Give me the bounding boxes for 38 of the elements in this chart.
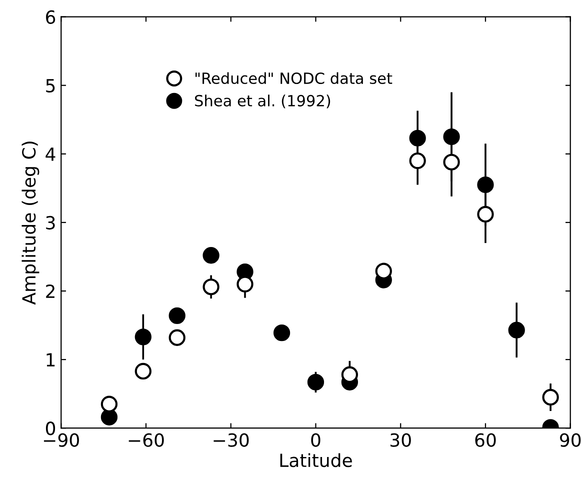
y-tick-label: 2 (46, 284, 54, 298)
x-axis-title: Latitude (280, 453, 352, 468)
point (508, 322, 525, 338)
x-tick-label: −30 (214, 433, 249, 447)
y-tick-label: 4 (46, 148, 56, 161)
y-tick-label: 0 (46, 422, 56, 436)
x-tick-label: −60 (128, 433, 164, 447)
legend-label: "Reduced" NODC data set (195, 72, 392, 84)
point (202, 278, 220, 296)
x-tick-label: 60 (475, 433, 496, 447)
point (307, 374, 324, 390)
point (134, 328, 152, 346)
point (236, 276, 254, 292)
x-tick-label: 30 (390, 433, 411, 447)
y-tick-label: 5 (46, 79, 55, 92)
point (477, 176, 494, 194)
point (168, 329, 186, 346)
x-tick-label: 0 (311, 433, 320, 447)
x-tick-label: 90 (560, 433, 581, 447)
point (375, 262, 392, 280)
y-tick-label: 1 (46, 353, 55, 366)
point (100, 396, 118, 412)
point (202, 247, 220, 264)
point (341, 366, 358, 383)
point (542, 388, 559, 406)
point (273, 324, 290, 342)
y-axis-title: Amplitude (deg C) (22, 142, 40, 305)
y-tick-label: 6 (46, 10, 56, 24)
y-tick-label: 3 (46, 216, 55, 230)
point (168, 307, 186, 324)
point (443, 128, 460, 146)
point (134, 362, 152, 380)
legend-label: Shea et al. (1992) (195, 94, 330, 108)
point (443, 154, 460, 170)
point (477, 206, 494, 223)
point (409, 152, 426, 170)
point (409, 130, 426, 146)
x-tick-label: −90 (44, 433, 79, 447)
